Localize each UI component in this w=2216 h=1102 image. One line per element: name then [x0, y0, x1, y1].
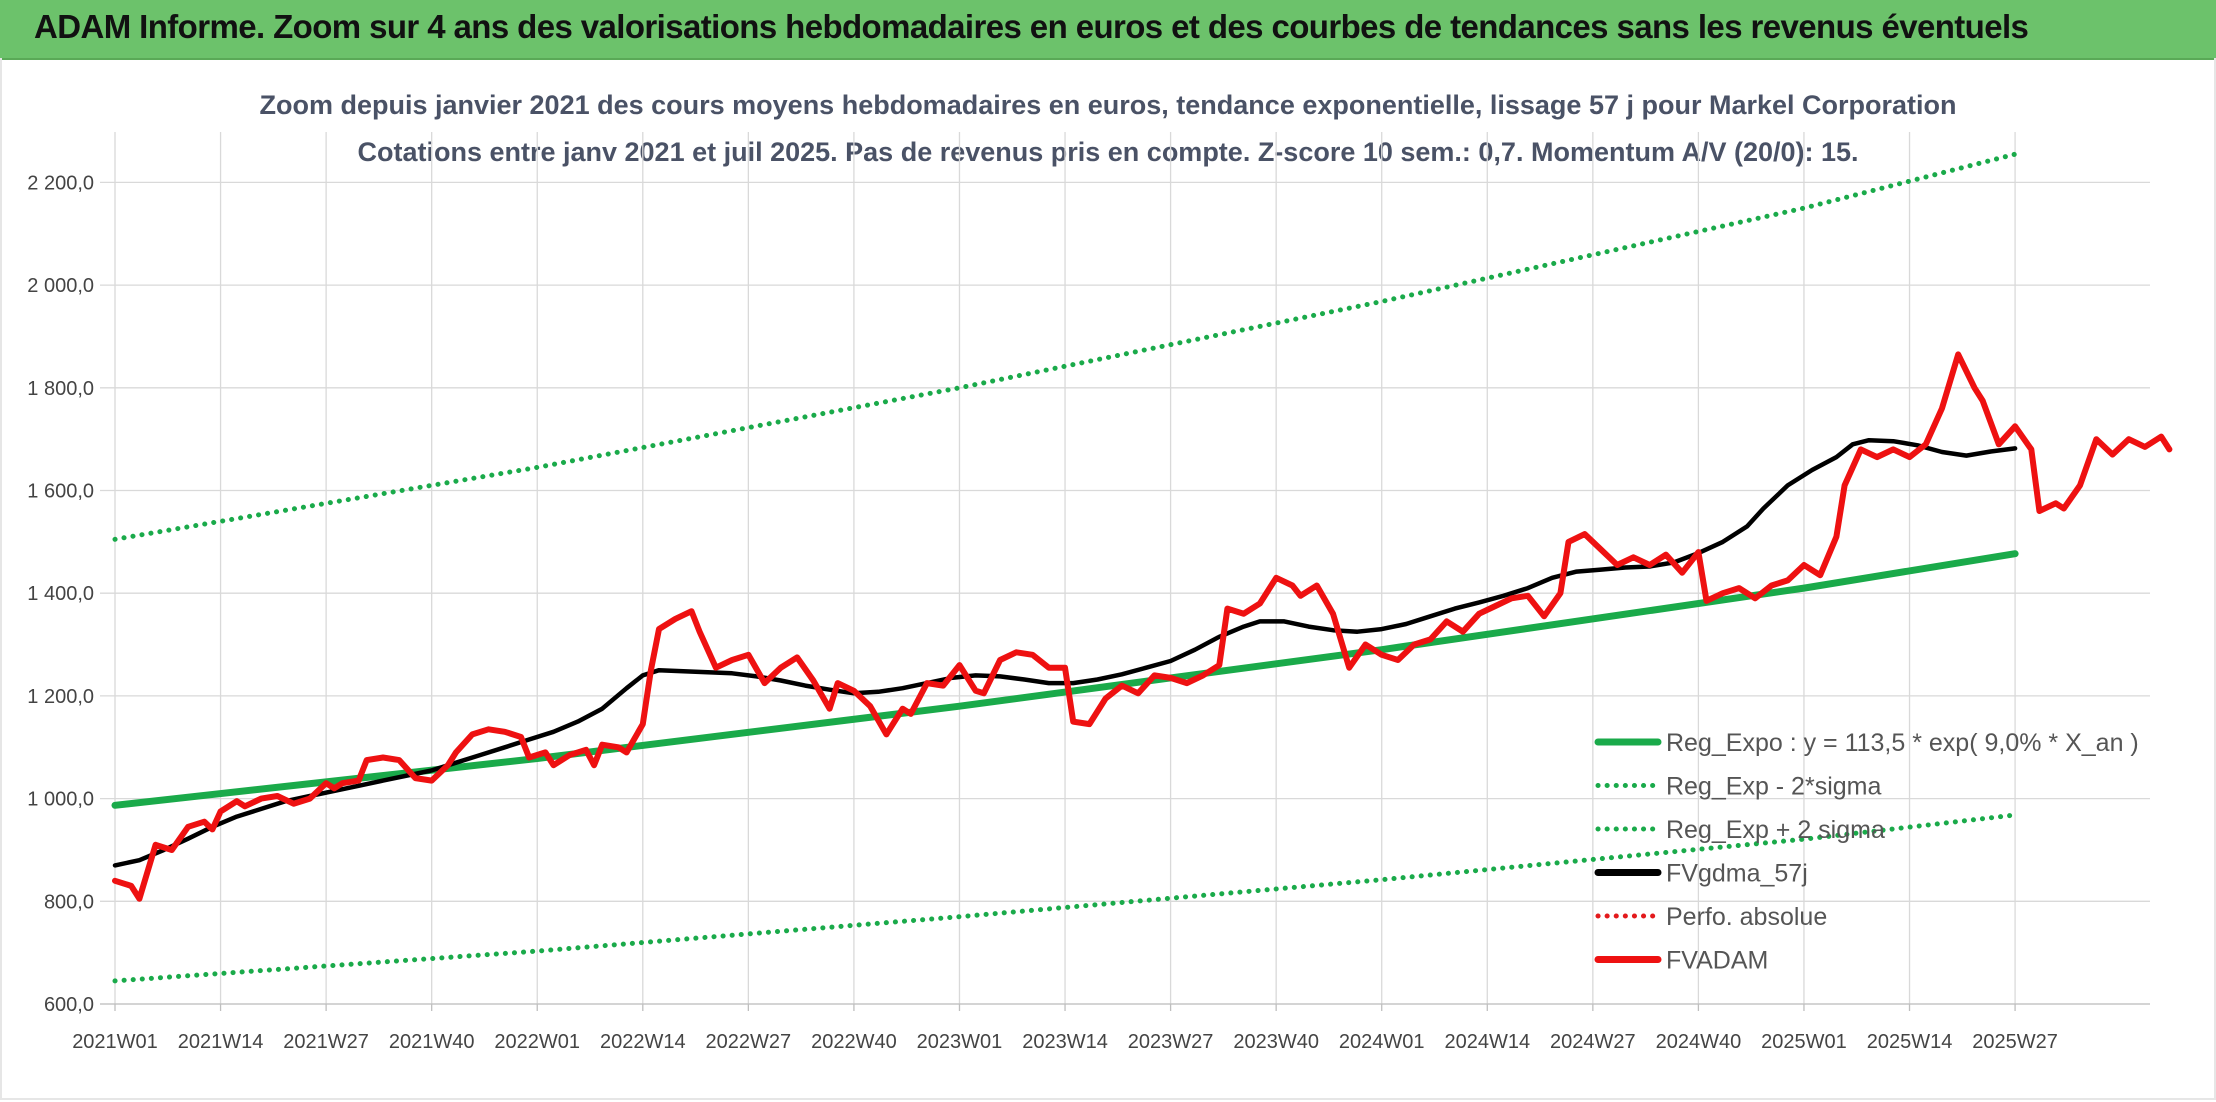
series-line-5 — [112, 351, 2173, 902]
legend-label: Perfo. absolue — [1666, 903, 1827, 931]
legend: Reg_Expo : y = 113,5 * exp( 9,0% * X_an … — [1594, 729, 2139, 975]
chart-title: Zoom depuis janvier 2021 des cours moyen… — [259, 90, 1957, 120]
x-tick-label: 2024W40 — [1656, 1031, 1742, 1053]
x-tick-label: 2022W14 — [600, 1031, 686, 1053]
x-tick-label: 2025W14 — [1867, 1031, 1953, 1053]
x-tick-label: 2021W01 — [72, 1031, 158, 1053]
x-tick-label: 2021W14 — [178, 1031, 264, 1053]
series-lines — [111, 151, 2173, 984]
y-tick-label: 600,0 — [44, 994, 94, 1016]
series-line-1 — [112, 812, 2018, 984]
chart-subtitle: Cotations entre janv 2021 et juil 2025. … — [357, 137, 1859, 167]
legend-label: FVgdma_57j — [1666, 860, 1808, 888]
x-tick-label: 2025W01 — [1761, 1031, 1847, 1053]
legend-label: FVADAM — [1666, 947, 1768, 975]
series-line-2 — [112, 151, 2018, 542]
legend-label: Reg_Exp - 2*sigma — [1666, 773, 1881, 801]
y-tick-label: 800,0 — [44, 891, 94, 913]
x-tick-label: 2023W27 — [1128, 1031, 1214, 1053]
x-tick-label: 2024W27 — [1550, 1031, 1636, 1053]
x-tick-label: 2022W27 — [706, 1031, 792, 1053]
y-tick-label: 1 000,0 — [27, 789, 94, 811]
y-tick-label: 1 600,0 — [27, 481, 94, 503]
series-line-3 — [112, 437, 2018, 868]
x-tick-label: 2024W14 — [1444, 1031, 1530, 1053]
x-tick-label: 2023W01 — [917, 1031, 1003, 1053]
y-tick-label: 1 800,0 — [27, 378, 94, 400]
y-tick-label: 1 400,0 — [27, 583, 94, 605]
x-tick-label: 2022W40 — [811, 1031, 897, 1053]
grid-lines — [100, 132, 2150, 1005]
y-axis-ticks: 600,0 800,0 1 000,0 1 200,0 1 400,0 1 600,0 1 … — [27, 172, 94, 1016]
x-tick-label: 2023W40 — [1233, 1031, 1319, 1053]
legend-label: Reg_Exp + 2 sigma — [1666, 816, 1885, 844]
y-tick-label: 2 000,0 — [27, 275, 94, 297]
x-tick-label: 2025W27 — [1972, 1031, 2058, 1053]
x-tick-label: 2022W01 — [494, 1031, 580, 1053]
report-title: ADAM Informe. Zoom sur 4 ans des valoris… — [34, 8, 2029, 45]
x-tick-label: 2021W27 — [283, 1031, 369, 1053]
y-tick-label: 1 200,0 — [27, 686, 94, 708]
x-tick-label: 2024W01 — [1339, 1031, 1425, 1053]
y-tick-label: 2 200,0 — [27, 172, 94, 194]
report-banner: ADAM Informe. Zoom sur 4 ans des valoris… — [0, 0, 2216, 60]
chart-frame — [0, 58, 2216, 1100]
x-tick-label: 2021W40 — [389, 1031, 475, 1053]
x-tick-label: 2023W14 — [1022, 1031, 1108, 1053]
legend-label: Reg_Expo : y = 113,5 * exp( 9,0% * X_an … — [1666, 729, 2139, 757]
x-axis-ticks: 2021W01 2021W14 2021W27 2021W40 2022W01 2022W… — [72, 1003, 2150, 1053]
